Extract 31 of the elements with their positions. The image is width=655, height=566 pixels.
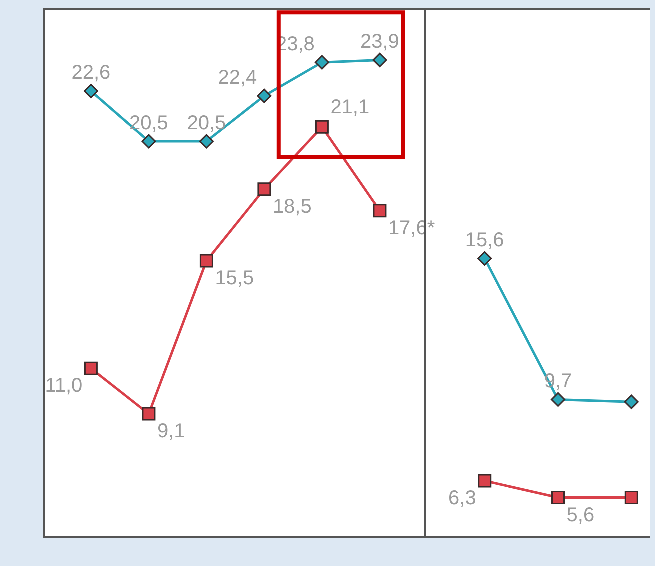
- data-label: 15,5: [215, 268, 254, 290]
- data-label: 6,3: [448, 488, 476, 510]
- point: [258, 182, 272, 196]
- data-label: 20,5: [187, 112, 226, 134]
- point: [314, 55, 330, 70]
- point: [257, 88, 272, 104]
- point: [315, 120, 329, 134]
- point: [199, 134, 214, 149]
- point: [372, 52, 388, 68]
- point: [373, 204, 387, 218]
- data-label: 22,4: [218, 66, 258, 89]
- data-label: 15,6: [465, 229, 504, 252]
- point: [84, 362, 98, 376]
- point: [624, 394, 639, 410]
- point: [551, 392, 566, 407]
- point: [142, 134, 156, 149]
- point: [552, 491, 566, 504]
- point: [142, 407, 156, 421]
- point: [200, 254, 214, 268]
- data-label: 23,9: [360, 30, 400, 53]
- data-label: 9,1: [157, 420, 186, 443]
- data-label: 11,0: [45, 375, 83, 398]
- data-label: 22,6: [72, 62, 111, 84]
- point: [84, 84, 98, 99]
- point: [478, 251, 492, 266]
- data-label: 21,1: [330, 96, 370, 119]
- data-label: 20,5: [129, 112, 168, 134]
- point: [624, 491, 638, 504]
- data-label: 18,5: [272, 196, 312, 218]
- point: [478, 474, 492, 488]
- data-label: 5,6: [566, 504, 595, 526]
